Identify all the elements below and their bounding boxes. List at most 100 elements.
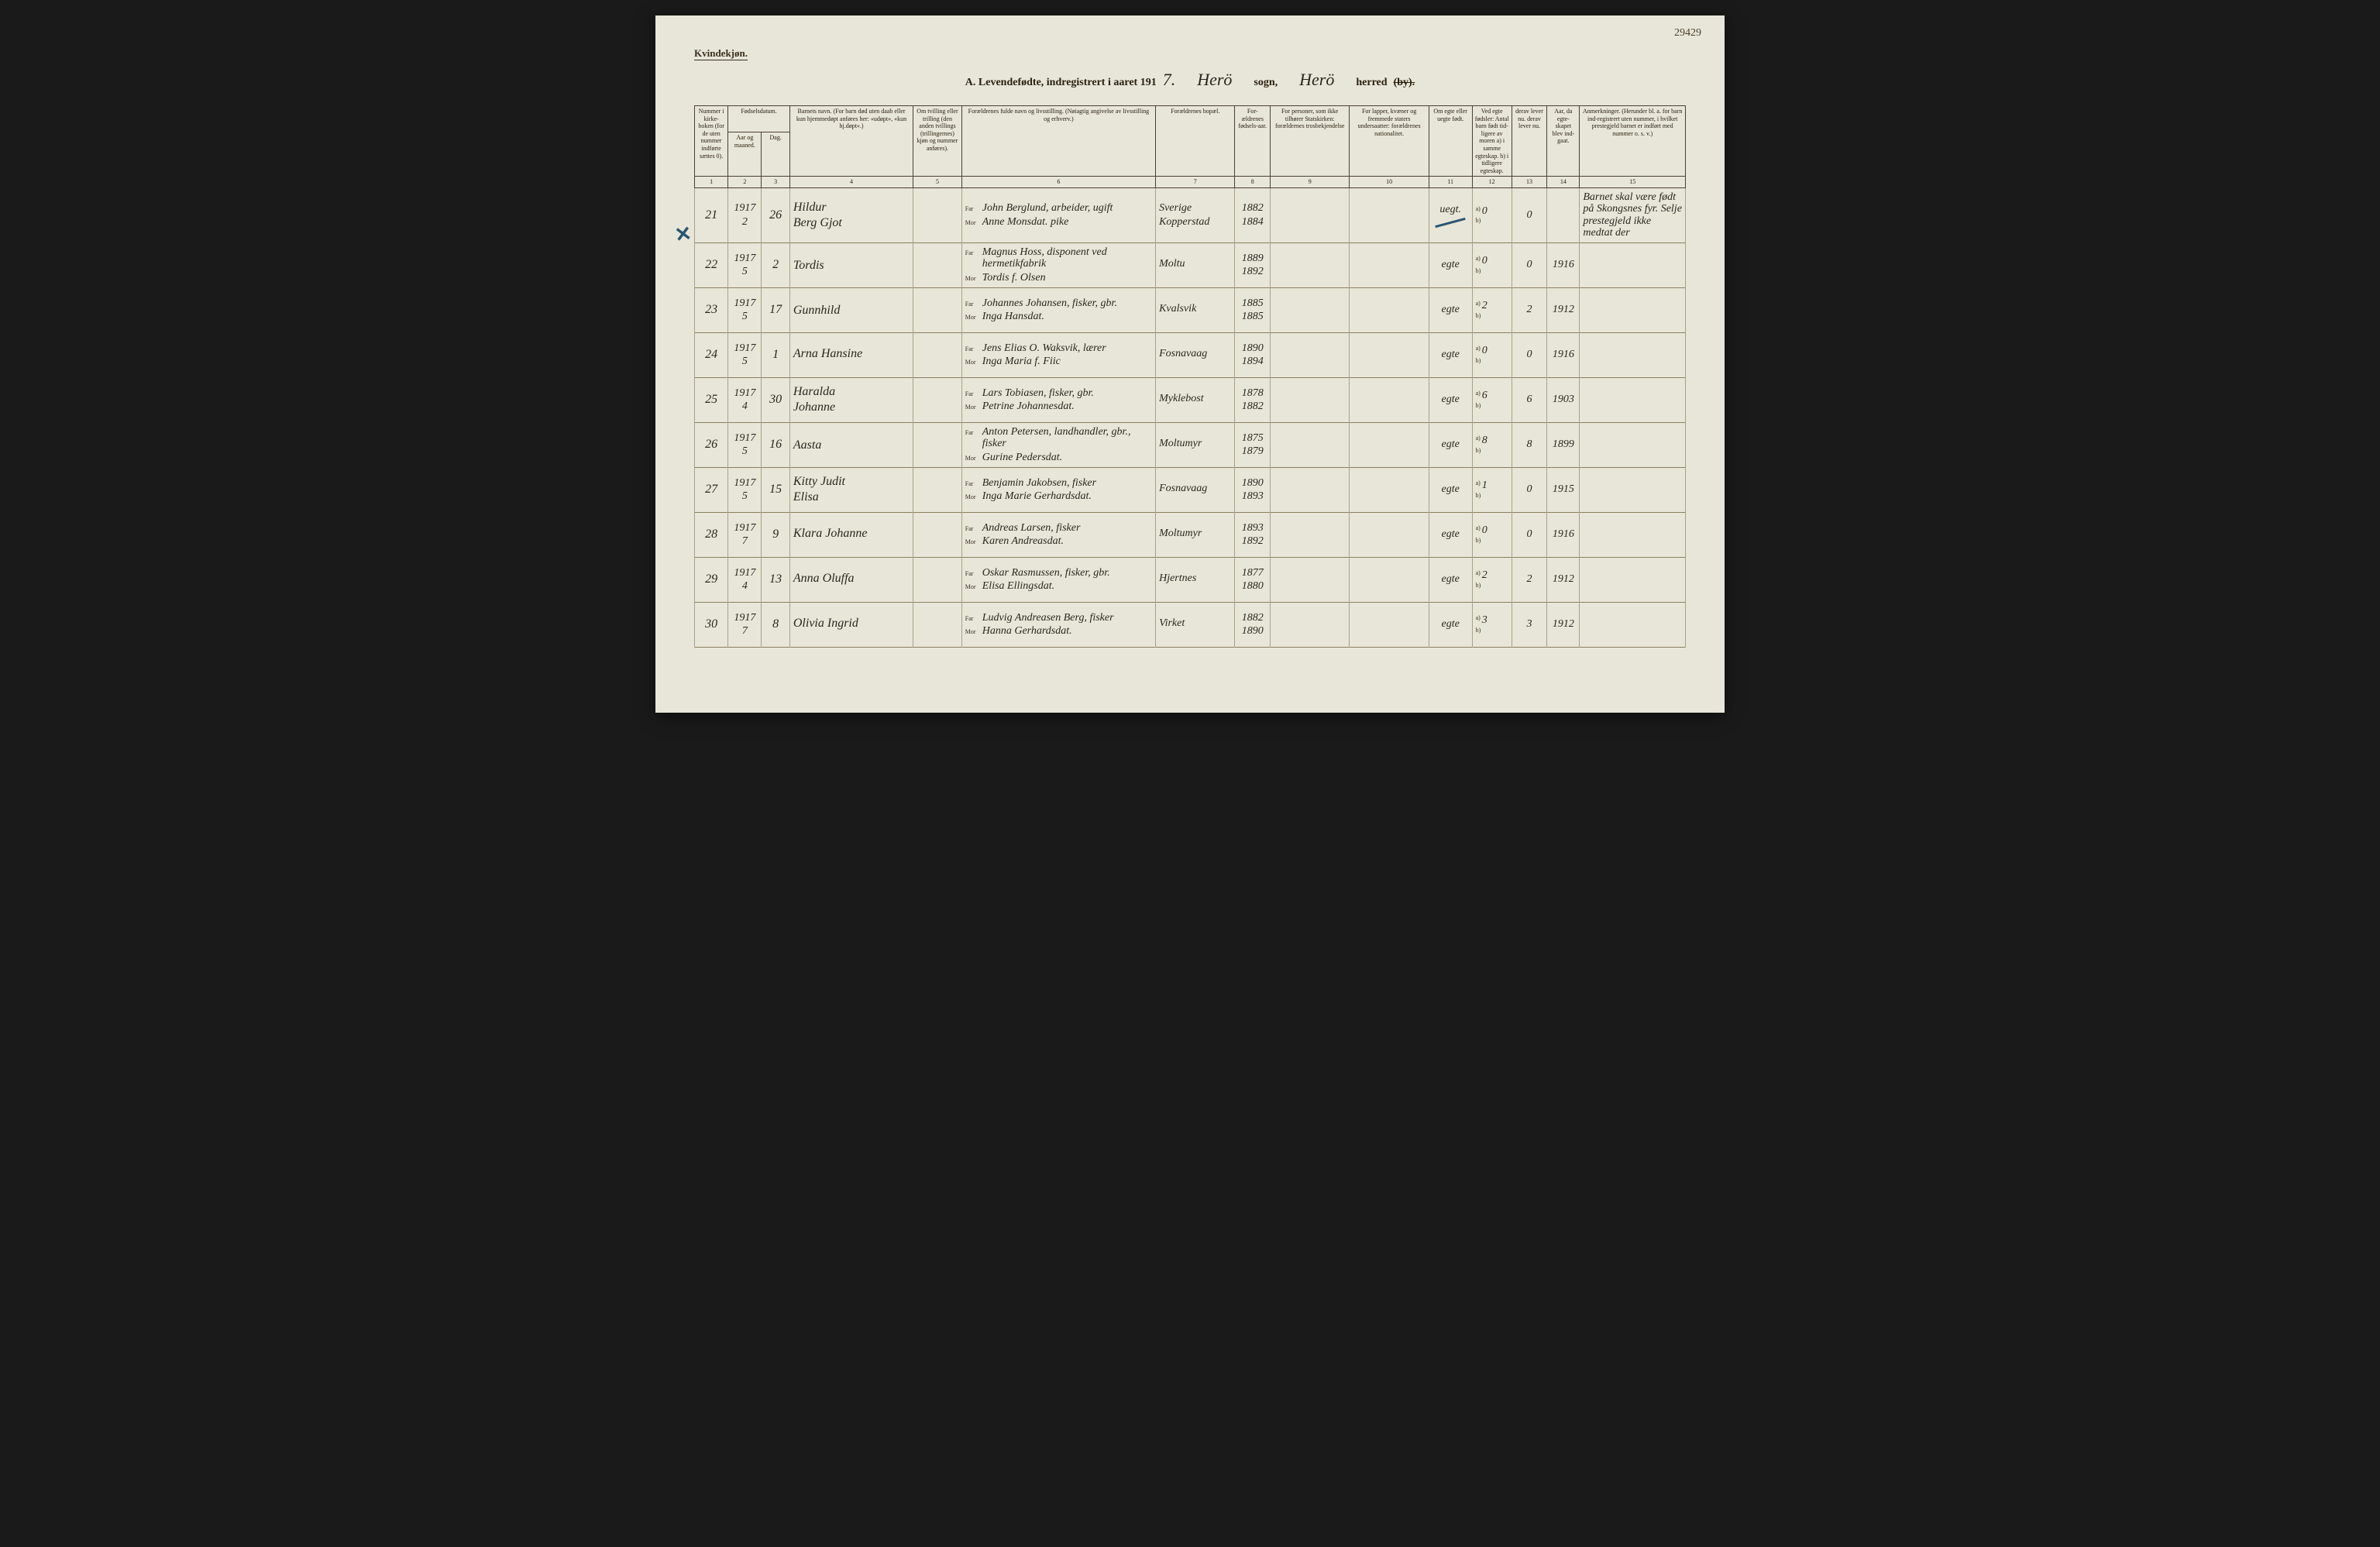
herred-value: Herö <box>1284 70 1350 90</box>
cell-egte: egte <box>1429 557 1472 602</box>
herred-label: herred <box>1356 77 1387 89</box>
cell-child-name: Aasta <box>789 422 913 467</box>
header-col6: Forældrenes fulde navn og livsstilling. … <box>961 106 1155 177</box>
cell-day: 8 <box>762 602 789 647</box>
cell-nationality <box>1350 242 1429 287</box>
header-col7: Forældrenes bopæl. <box>1156 106 1235 177</box>
title-prefix: A. Levendefødte, indregistrert i aaret 1… <box>965 77 1157 89</box>
cell-parent-years: 18901893 <box>1235 467 1271 512</box>
cell-note <box>1580 242 1686 287</box>
cell-nationality <box>1350 187 1429 242</box>
colnum-6: 6 <box>961 177 1155 188</box>
cell-child-name: Kitty JuditElisa <box>789 467 913 512</box>
cell-parent-years: 18821884 <box>1235 187 1271 242</box>
header-col3: Dag. <box>762 132 789 177</box>
cell-child-name: HaraldaJohanne <box>789 377 913 422</box>
header-col12: Ved egte fødsler: Antal barn født tid-li… <box>1472 106 1512 177</box>
cell-count-a: a)6b) <box>1472 377 1512 422</box>
cell-count-a: a)0b) <box>1472 242 1512 287</box>
colnum-7: 7 <box>1156 177 1235 188</box>
cell-parent-years: 18931892 <box>1235 512 1271 557</box>
cell-bopael: Myklebost <box>1156 377 1235 422</box>
cell-parents: FarAndreas Larsen, fiskerMorKaren Andrea… <box>961 512 1155 557</box>
table-header: Nummer i kirke-boken (for de uten nummer… <box>695 106 1686 188</box>
colnum-1: 1 <box>695 177 728 188</box>
cell-religion <box>1271 377 1350 422</box>
cell-bopael: SverigeKopperstad <box>1156 187 1235 242</box>
cell-marriage-year: 1915 <box>1547 467 1580 512</box>
cell-day: 16 <box>762 422 789 467</box>
header-fodselsdatum: Fødselsdatum. <box>728 106 790 132</box>
header-col2: Aar og maaned. <box>728 132 762 177</box>
cell-twin <box>913 512 962 557</box>
cell-note: Barnet skal være født på Skongsnes fyr. … <box>1580 187 1686 242</box>
header-col14: Aar, da egte-skapet blev ind-gaat. <box>1547 106 1580 177</box>
cell-nationality <box>1350 287 1429 332</box>
colnum-13: 13 <box>1512 177 1547 188</box>
cell-note <box>1580 422 1686 467</box>
cell-year-month: 19177 <box>728 512 762 557</box>
cell-year-month: 19174 <box>728 557 762 602</box>
cell-twin <box>913 602 962 647</box>
cell-parent-years: 18751879 <box>1235 422 1271 467</box>
cell-year-month: 19175 <box>728 287 762 332</box>
cell-count-a: a)0b) <box>1472 512 1512 557</box>
header-col10: For lapper, kvæner og fremmede staters u… <box>1350 106 1429 177</box>
cell-twin <box>913 332 962 377</box>
cell-count-b: 0 <box>1512 332 1547 377</box>
cell-bopael: Fosnavaag <box>1156 332 1235 377</box>
cell-num: 27 <box>695 467 728 512</box>
cell-twin <box>913 422 962 467</box>
cell-marriage-year <box>1547 187 1580 242</box>
cell-note <box>1580 512 1686 557</box>
cell-day: 30 <box>762 377 789 422</box>
cell-twin <box>913 242 962 287</box>
cell-count-a: a)3b) <box>1472 602 1512 647</box>
cell-year-month: 19172 <box>728 187 762 242</box>
table-row: 251917430HaraldaJohanneFarLars Tobiasen,… <box>695 377 1686 422</box>
cell-marriage-year: 1912 <box>1547 557 1580 602</box>
cell-year-month: 19175 <box>728 332 762 377</box>
cell-count-b: 0 <box>1512 512 1547 557</box>
cell-num: 30 <box>695 602 728 647</box>
cell-egte: egte <box>1429 242 1472 287</box>
cell-religion <box>1271 602 1350 647</box>
cell-twin <box>913 287 962 332</box>
cell-parents: FarJohn Berglund, arbeider, ugiftMorAnne… <box>961 187 1155 242</box>
cell-religion <box>1271 332 1350 377</box>
colnum-2: 2 <box>728 177 762 188</box>
header-col8: For-ældrenes fødsels-aar. <box>1235 106 1271 177</box>
cell-child-name: Klara Johanne <box>789 512 913 557</box>
cell-year-month: 19177 <box>728 602 762 647</box>
cell-twin <box>913 557 962 602</box>
cell-num: 29 <box>695 557 728 602</box>
cell-parents: FarJohannes Johansen, fisker, gbr.MorIng… <box>961 287 1155 332</box>
cell-bopael: Moltumyr <box>1156 512 1235 557</box>
cell-bopael: Virket <box>1156 602 1235 647</box>
cell-child-name: Anna Oluffa <box>789 557 913 602</box>
cell-twin <box>913 467 962 512</box>
cell-parents: FarLudvig Andreasen Berg, fiskerMorHanna… <box>961 602 1155 647</box>
table-row: 211917226HildurBerg GjotFarJohn Berglund… <box>695 187 1686 242</box>
table-row: 231917517GunnhildFarJohannes Johansen, f… <box>695 287 1686 332</box>
header-col9: For personer, som ikke tilhører Statskir… <box>1271 106 1350 177</box>
cell-parent-years: 18771880 <box>1235 557 1271 602</box>
cell-year-month: 19175 <box>728 242 762 287</box>
title-line: A. Levendefødte, indregistrert i aaret 1… <box>694 70 1686 90</box>
cell-num: 26 <box>695 422 728 467</box>
cell-num: 24 <box>695 332 728 377</box>
cell-count-a: a)1b) <box>1472 467 1512 512</box>
cell-count-b: 0 <box>1512 187 1547 242</box>
cell-day: 17 <box>762 287 789 332</box>
column-number-row: 1 2 3 4 5 6 7 8 9 10 11 12 13 14 15 <box>695 177 1686 188</box>
table-row: 30191778Olivia Ingrid FarLudvig Andreasen… <box>695 602 1686 647</box>
cell-nationality <box>1350 332 1429 377</box>
cell-bopael: Moltu <box>1156 242 1235 287</box>
cell-parents: FarBenjamin Jakobsen, fiskerMorInga Mari… <box>961 467 1155 512</box>
cell-parents: FarMagnus Hoss, disponent ved hermetikfa… <box>961 242 1155 287</box>
cell-child-name: Olivia Ingrid <box>789 602 913 647</box>
cell-year-month: 19175 <box>728 467 762 512</box>
cell-num: 22 <box>695 242 728 287</box>
colnum-12: 12 <box>1472 177 1512 188</box>
cell-religion <box>1271 512 1350 557</box>
